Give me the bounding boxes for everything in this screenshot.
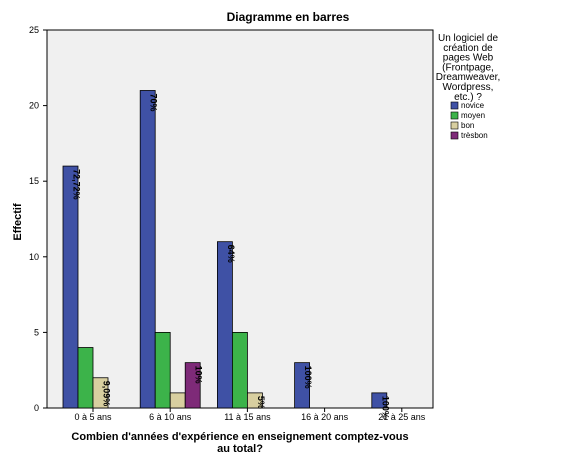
bar-novice-3 xyxy=(294,362,311,409)
data-label: 5% xyxy=(256,396,266,409)
bar-novice-4 xyxy=(371,392,388,409)
bar-bon-2 xyxy=(246,392,263,409)
legend-label-bon: bon xyxy=(461,121,474,130)
x-axis-label-line-2: au total? xyxy=(217,443,263,455)
legend-title-line: Dreamweaver, xyxy=(436,72,500,83)
bar-trèsbon-1 xyxy=(184,362,201,409)
bar-moyen-1 xyxy=(154,331,171,409)
bar-novice-1 xyxy=(139,90,156,409)
legend-swatch-moyen xyxy=(450,111,459,120)
bar-moyen-0 xyxy=(77,347,94,409)
y-axis-label: Effectif xyxy=(12,203,24,241)
x-axis-label-line-1: Combien d'années d'expérience en enseign… xyxy=(71,431,408,443)
x-tick-label: 11 à 15 ans xyxy=(224,412,271,422)
bar-moyen-2 xyxy=(231,331,248,409)
legend-title-line: pages Web xyxy=(443,53,494,64)
plot-area: 0 5 10 15 20 25 0 à 5 ans 72,72% 9,09% 6 à 10 ans… xyxy=(29,25,434,422)
legend-label-trèsbon: trèsbon xyxy=(461,131,488,140)
y-tick-label: 10 xyxy=(29,252,39,262)
y-tick-label: 20 xyxy=(29,101,39,111)
bar-bon-0 xyxy=(92,377,109,409)
data-label: 100% xyxy=(303,366,313,389)
legend-label-novice: novice xyxy=(461,101,485,110)
data-label: 100% xyxy=(380,396,390,419)
x-tick-label: 6 à 10 ans xyxy=(149,412,192,422)
legend-title-line: Un logiciel de xyxy=(438,33,498,44)
legend-label-moyen: moyen xyxy=(461,111,485,120)
data-label: 70% xyxy=(149,93,159,111)
y-tick-label: 25 xyxy=(29,25,39,35)
bar-bon-1 xyxy=(169,392,186,409)
y-tick-label: 15 xyxy=(29,176,39,186)
legend-title-line: (Frontpage, xyxy=(442,62,494,73)
legend-title-line: création de xyxy=(443,43,493,54)
bar-novice-2 xyxy=(216,241,233,409)
legend-swatch-trèsbon xyxy=(450,131,459,140)
x-tick-label: 16 à 20 ans xyxy=(301,412,349,422)
legend-title-line: Wordpress, xyxy=(443,82,494,93)
x-tick-label: 0 à 5 ans xyxy=(74,412,112,422)
data-label: 10% xyxy=(194,366,204,384)
chart-title: Diagramme en barres xyxy=(227,10,350,24)
legend-title-line: etc.) ? xyxy=(454,92,482,103)
data-label: 9,09% xyxy=(102,381,112,407)
bar-novice-0 xyxy=(62,165,79,409)
legend-swatch-novice xyxy=(450,101,459,110)
data-label: 72,72% xyxy=(72,169,82,200)
y-tick-label: 0 xyxy=(34,403,39,413)
y-tick-label: 5 xyxy=(34,327,39,337)
x-tick-label: 21 à 25 ans xyxy=(378,412,426,422)
data-label: 64% xyxy=(226,245,236,263)
legend-swatch-bon xyxy=(450,121,459,130)
